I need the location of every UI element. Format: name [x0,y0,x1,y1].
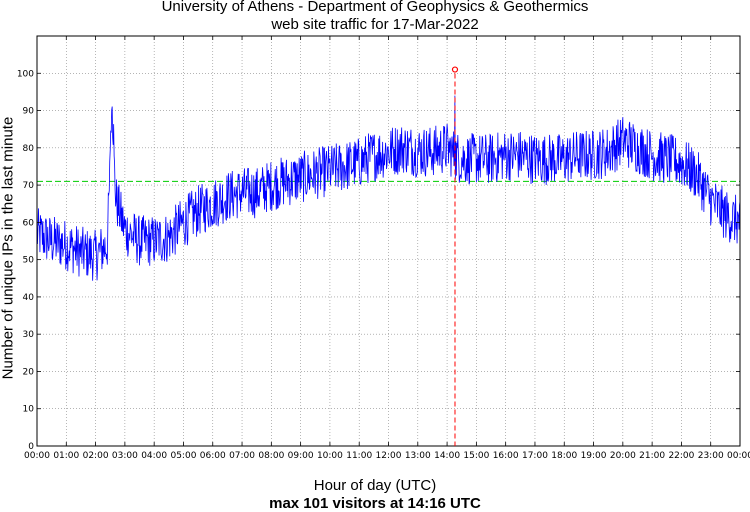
x-tick-label: 14:00 [434,451,460,461]
chart-title: University of Athens - Department of Geo… [161,0,589,15]
chart-subtitle: web site traffic for 17-Mar-2022 [271,16,479,33]
x-tick-label: 23:00 [698,451,724,461]
x-tick-label: 11:00 [346,451,372,461]
x-tick-label: 04:00 [141,451,167,461]
annotation-marks [451,66,459,446]
max-visitors-caption: max 101 visitors at 14:16 UTC [269,495,481,512]
y-tick-label: 10 [23,405,35,415]
x-axis-label: Hour of day (UTC) [313,477,437,494]
x-tick-label: 08:00 [258,451,284,461]
y-tick-label: 80 [23,144,35,154]
x-tick-label: 18:00 [551,451,577,461]
y-tick-label: 60 [23,218,35,228]
x-tick-label: 22:00 [668,451,694,461]
x-tick-label: 07:00 [229,451,255,461]
x-tick-label: 06:00 [200,451,226,461]
x-tick-label: 02:00 [83,451,109,461]
traffic-series-line [36,95,741,281]
y-axis-label: Number of unique IPs in the last minute [0,116,17,380]
y-tick-label: 30 [23,330,35,340]
x-tick-label: 00:00 [24,451,50,461]
x-tick-label: 03:00 [112,451,138,461]
series-group [36,95,741,281]
x-tick-label: 09:00 [288,451,314,461]
x-tick-label: 12:00 [376,451,402,461]
x-tick-label: 15:00 [463,451,489,461]
x-tick-label: 20:00 [610,451,636,461]
y-tick-label: 20 [23,367,35,377]
y-tick-label: 50 [23,256,35,266]
x-tick-label: 00:00 [727,451,750,461]
x-tick-label: 05:00 [170,451,196,461]
x-tick-label: 10:00 [317,451,343,461]
x-tick-label: 16:00 [493,451,519,461]
x-tick-label: 13:00 [405,451,431,461]
max-point-marker [451,66,459,73]
x-tick-label: 01:00 [53,451,79,461]
grid-lines [36,36,741,447]
y-tick-label: 100 [17,69,34,79]
x-tick-label: 17:00 [522,451,548,461]
x-tick-label: 19:00 [581,451,607,461]
y-tick-label: 0 [28,442,34,452]
y-tick-label: 40 [23,293,35,303]
x-tick-label: 21:00 [639,451,665,461]
y-tick-label: 70 [23,181,35,191]
y-tick-label: 90 [23,107,35,117]
